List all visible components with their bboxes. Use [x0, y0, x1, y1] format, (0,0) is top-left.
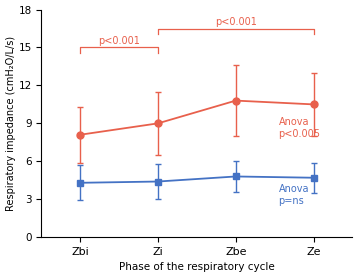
Y-axis label: Respiratory impedance (cmH₂O/L/s): Respiratory impedance (cmH₂O/L/s) [6, 36, 15, 211]
X-axis label: Phase of the respiratory cycle: Phase of the respiratory cycle [119, 262, 275, 272]
Text: Anova
p<0.005: Anova p<0.005 [279, 117, 320, 139]
Text: Anova
p=ns: Anova p=ns [279, 184, 309, 206]
Text: p<0.001: p<0.001 [215, 17, 257, 27]
Text: p<0.001: p<0.001 [98, 36, 140, 46]
